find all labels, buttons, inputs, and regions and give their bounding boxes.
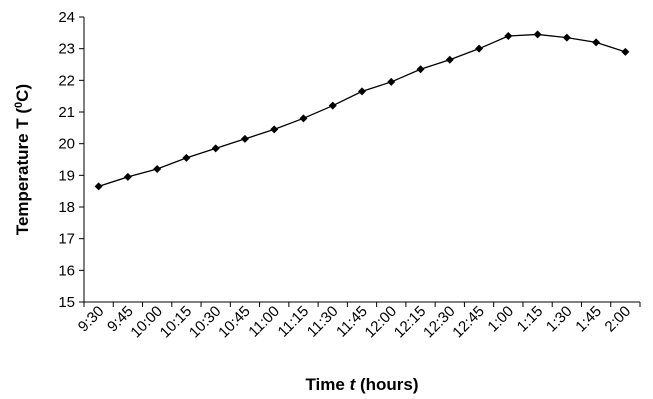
x-tick-label: 10:15 [157, 303, 196, 342]
x-tick-label: 11:15 [275, 303, 313, 341]
x-tick-label: 1:45 [572, 303, 605, 336]
x-tick-label: 10:30 [186, 303, 225, 342]
y-tick-label: 20 [58, 136, 75, 153]
data-point-marker [562, 33, 571, 42]
data-point-marker [533, 30, 542, 39]
data-point-marker [504, 32, 513, 40]
y-axis-title-sup: 0 [13, 102, 25, 108]
x-tick-label: 12:30 [420, 303, 459, 342]
y-tick-label: 17 [58, 231, 75, 248]
data-point-marker [475, 44, 484, 53]
y-axis-title-pre: Temperature T ( [13, 108, 32, 236]
data-point-marker [270, 125, 279, 134]
y-tick-label: 16 [58, 262, 75, 279]
x-tick-label: 2:00 [602, 303, 635, 336]
data-point-marker [358, 87, 366, 96]
y-tick-label: 23 [58, 41, 75, 58]
series-line [98, 33, 626, 188]
data-point-marker [328, 101, 337, 110]
y-axis-title: Temperature T (0C) [13, 84, 32, 235]
x-axis-title: Time t (hours) [305, 375, 418, 394]
data-point-marker [240, 134, 249, 143]
y-ticks: 15 16 17 18 19 20 21 22 23 24 [58, 9, 84, 311]
y-tick-label: 15 [58, 294, 75, 311]
x-tick-label: 10:45 [215, 303, 254, 342]
axes [83, 17, 640, 303]
data-point-marker [592, 38, 601, 47]
x-tick-label: 12:45 [449, 303, 488, 342]
data-point-marker [153, 165, 162, 173]
data-point-marker [416, 65, 425, 74]
y-tick-label: 22 [58, 72, 75, 89]
x-tick-label: 10:00 [127, 303, 166, 342]
data-point-marker [621, 47, 630, 56]
data-point-marker [445, 55, 454, 64]
data-point-marker [94, 182, 103, 191]
x-tick-label: 11:45 [333, 303, 371, 341]
y-axis-title-post: C) [13, 84, 32, 102]
x-axis-title-var: t [350, 375, 357, 394]
x-tick-label: 1:00 [484, 303, 517, 336]
x-axis-title-post: (hours) [355, 375, 418, 394]
data-point-marker [123, 172, 132, 181]
x-tick-label: 1:15 [514, 303, 547, 336]
y-tick-label: 19 [58, 167, 75, 184]
data-point-marker [211, 144, 220, 153]
x-tick-label: 9:30 [75, 303, 108, 336]
y-tick-label: 21 [58, 104, 75, 121]
x-ticks: 9:309:4510:0010:1510:3010:4511:0011:1511… [75, 302, 641, 342]
x-tick-label: 1:30 [543, 303, 576, 336]
y-tick-label: 24 [58, 9, 75, 26]
data-point-marker [299, 114, 308, 123]
x-tick-label: 11:30 [304, 303, 342, 341]
x-axis-title-pre: Time [305, 375, 349, 394]
series-layer [94, 30, 630, 191]
data-point-marker [182, 153, 191, 162]
x-tick-label: 12:15 [391, 303, 430, 342]
x-tick-label: 11:00 [245, 303, 283, 341]
x-tick-label: 12:00 [362, 303, 401, 342]
y-tick-label: 18 [58, 199, 75, 216]
data-point-marker [387, 77, 396, 86]
